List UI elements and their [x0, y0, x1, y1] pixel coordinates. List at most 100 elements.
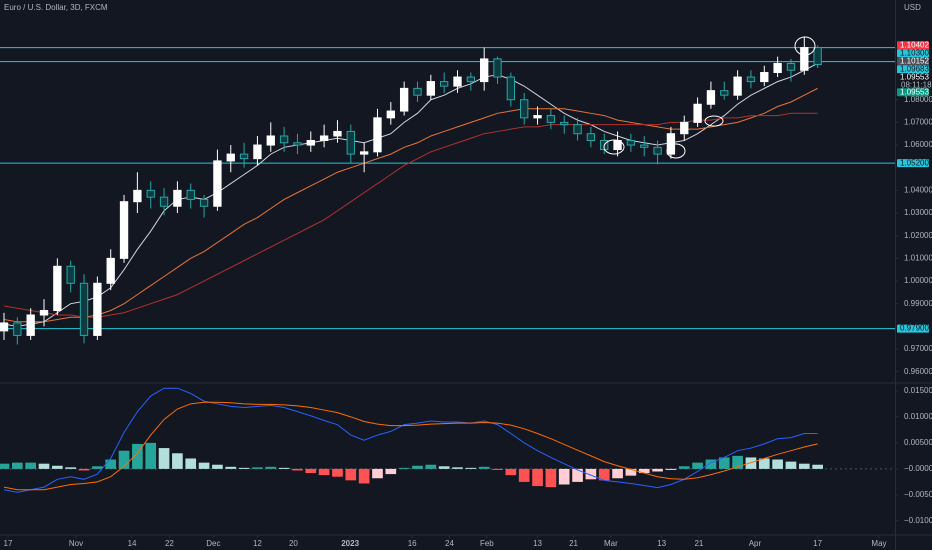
histogram-bar [198, 462, 210, 469]
candle-body [653, 146, 662, 155]
price-tag [897, 324, 929, 333]
countdown: 08:11:18 [901, 80, 932, 89]
candle-body [453, 76, 462, 87]
candle-body [359, 151, 369, 155]
x-tick-label: May [871, 539, 886, 548]
price-tag-label: 1.09553 [900, 87, 929, 96]
histogram-bar [478, 466, 490, 469]
x-tick-label: 17 [4, 539, 13, 548]
histogram-bar [185, 458, 197, 469]
candle-body [373, 117, 382, 153]
candle-body [226, 153, 235, 162]
histogram-bar [425, 464, 437, 469]
candle-body [533, 115, 542, 119]
annotation-ellipse [603, 139, 625, 155]
y-tick-label: 0.99000 [904, 299, 932, 308]
histogram-bar [358, 468, 370, 484]
histogram-bar [78, 468, 90, 471]
histogram-bar [452, 467, 463, 469]
x-tick-label: 2023 [341, 539, 359, 548]
histogram-bar [52, 465, 63, 469]
candle-body [733, 76, 742, 96]
candle-body [186, 189, 195, 200]
candle-body [133, 189, 142, 203]
histogram-bar [665, 468, 677, 470]
histogram-bar [505, 468, 517, 476]
candle-body [493, 58, 502, 78]
candle-body [693, 103, 702, 123]
candle-body [306, 140, 315, 146]
annotation-ellipse [704, 115, 724, 127]
histogram-bar [92, 466, 103, 469]
histogram-bar [492, 468, 503, 470]
histogram-bar [532, 468, 543, 487]
price-tag [897, 159, 929, 168]
symbol-title: Euro / U.S. Dollar, 3D, FXCM [4, 3, 108, 12]
candle-body [173, 189, 182, 207]
candle-body [213, 160, 222, 207]
price-tag [897, 41, 929, 50]
y-tick-label: 0.96000 [904, 367, 932, 376]
x-tick-label: 21 [569, 539, 578, 548]
histogram-bar [65, 467, 77, 469]
candle-body [199, 198, 209, 207]
price-tag-label: 1.09683 [900, 64, 929, 73]
candle-body [386, 110, 395, 119]
x-tick-label: 21 [694, 539, 703, 548]
histogram-bar [598, 468, 610, 481]
histogram-bar [718, 457, 730, 469]
candle-body [333, 130, 342, 137]
histogram-bar [412, 465, 423, 469]
x-tick-label: Mar [604, 539, 618, 548]
price-tag [897, 88, 929, 97]
histogram-bar [612, 468, 623, 479]
histogram-bar [25, 462, 37, 469]
histogram-bar [785, 461, 797, 469]
price-tag-label: 1.05200 [900, 158, 929, 167]
histogram-bar [38, 463, 50, 469]
candle-body [573, 124, 582, 135]
y-tick-label: 1.08000 [904, 95, 932, 104]
price-tag-label: 1.10300 [900, 48, 929, 57]
histogram-bar [585, 468, 597, 480]
histogram-bar [518, 468, 530, 482]
histogram-bar [625, 468, 637, 476]
x-tick-label: 20 [289, 539, 298, 548]
candle-body [746, 76, 756, 83]
candle-body [266, 135, 275, 146]
candle-body [706, 90, 716, 105]
y-tick-label: −0.00500 [904, 490, 932, 499]
histogram-bar [678, 466, 690, 469]
histogram-bar [238, 467, 250, 469]
candle-body [546, 115, 556, 123]
candle-body [480, 58, 489, 83]
y-tick-label: 1.06000 [904, 140, 932, 149]
histogram-bar [798, 463, 810, 469]
x-tick-label: 14 [128, 539, 137, 548]
y-tick-label: 1.01000 [904, 253, 932, 262]
candle-body [159, 196, 169, 207]
x-tick-label: 16 [408, 539, 417, 548]
y-tick-label: 0.01000 [904, 412, 932, 421]
candle-body [786, 62, 796, 71]
x-tick-label: 12 [253, 539, 262, 548]
x-tick-label: 24 [445, 539, 454, 548]
candle-body [466, 76, 476, 83]
price-tag [897, 49, 929, 58]
y-tick-label: −0.00000 [904, 464, 932, 473]
y-tick-label: 1.03000 [904, 208, 932, 217]
histogram-bar [812, 464, 823, 469]
candle-body [346, 130, 355, 155]
candle-body [773, 62, 782, 74]
histogram-bar [12, 462, 23, 469]
histogram-bar [172, 453, 183, 469]
candle-body [760, 72, 769, 83]
candle-body [239, 153, 249, 160]
candle-body [680, 121, 689, 135]
candle-body [93, 282, 102, 336]
candle-body [586, 133, 596, 142]
candle-body [426, 81, 435, 96]
histogram-bar [385, 468, 397, 475]
x-tick-label: 13 [533, 539, 542, 548]
